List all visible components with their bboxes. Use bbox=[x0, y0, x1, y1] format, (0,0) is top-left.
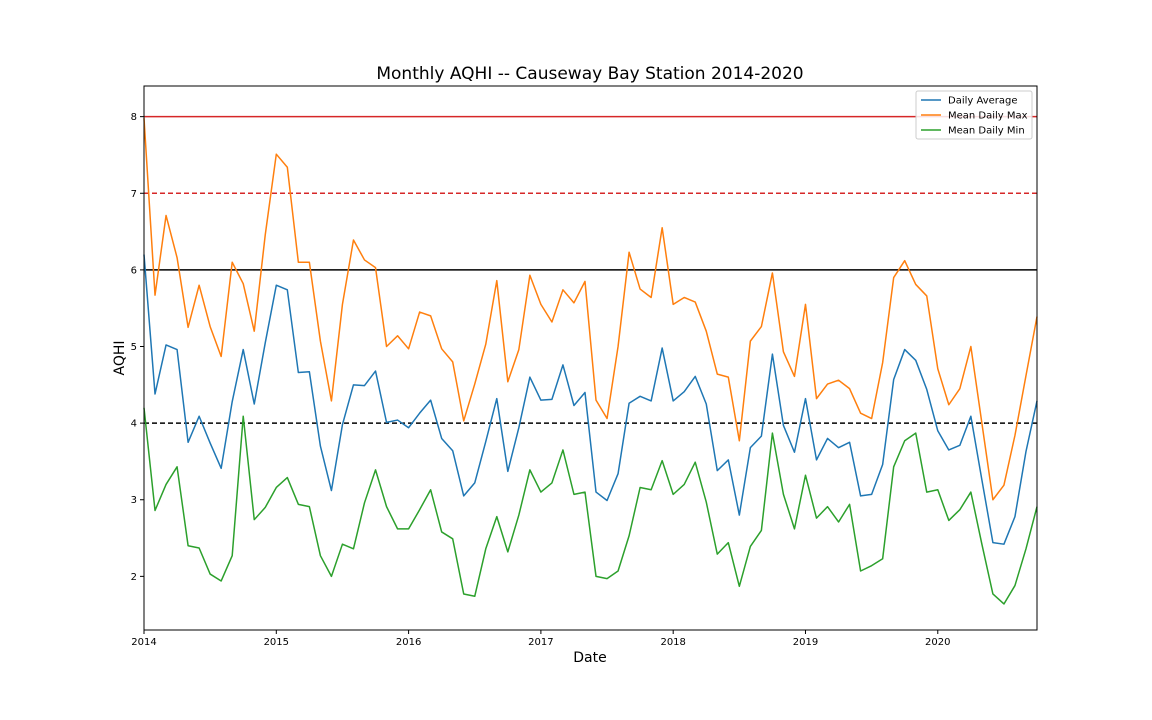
y-tick-label: 6 bbox=[131, 265, 137, 276]
x-tick-label: 2017 bbox=[528, 637, 553, 648]
series-line-1 bbox=[143, 118, 1038, 501]
x-axis: 2014 2015 2016 2017 2018 2019 2020 bbox=[131, 630, 951, 648]
y-tick-label: 8 bbox=[131, 112, 137, 123]
y-axis: 2 3 4 5 6 7 8 bbox=[131, 112, 144, 583]
series-line-2 bbox=[143, 407, 1038, 605]
legend: Daily Average Mean Daily Max Mean Daily Mi… bbox=[915, 90, 1033, 140]
series-line-0 bbox=[143, 254, 1038, 545]
x-tick-label: 2016 bbox=[396, 637, 421, 648]
x-tick-label: 2014 bbox=[131, 637, 156, 648]
series-lines bbox=[143, 118, 1038, 605]
y-tick-label: 4 bbox=[131, 419, 137, 430]
legend-entry: Daily Average bbox=[948, 96, 1018, 107]
y-axis-label: AQHI bbox=[112, 340, 128, 375]
x-tick-label: 2019 bbox=[793, 637, 818, 648]
chart-title: Monthly AQHI -- Causeway Bay Station 201… bbox=[376, 64, 803, 84]
y-tick-label: 5 bbox=[131, 342, 137, 353]
legend-box bbox=[915, 90, 1033, 140]
legend-entry: Mean Daily Max bbox=[948, 111, 1028, 122]
legend-entry: Mean Daily Min bbox=[948, 126, 1025, 137]
x-tick-label: 2020 bbox=[925, 637, 950, 648]
y-tick-label: 2 bbox=[131, 572, 137, 583]
y-tick-label: 7 bbox=[131, 189, 137, 200]
plot-area bbox=[143, 85, 1038, 631]
plot-frame bbox=[143, 85, 1038, 631]
y-tick-label: 3 bbox=[131, 495, 137, 506]
x-tick-label: 2015 bbox=[264, 637, 289, 648]
x-tick-label: 2018 bbox=[660, 637, 685, 648]
x-axis-label: Date bbox=[573, 650, 606, 666]
